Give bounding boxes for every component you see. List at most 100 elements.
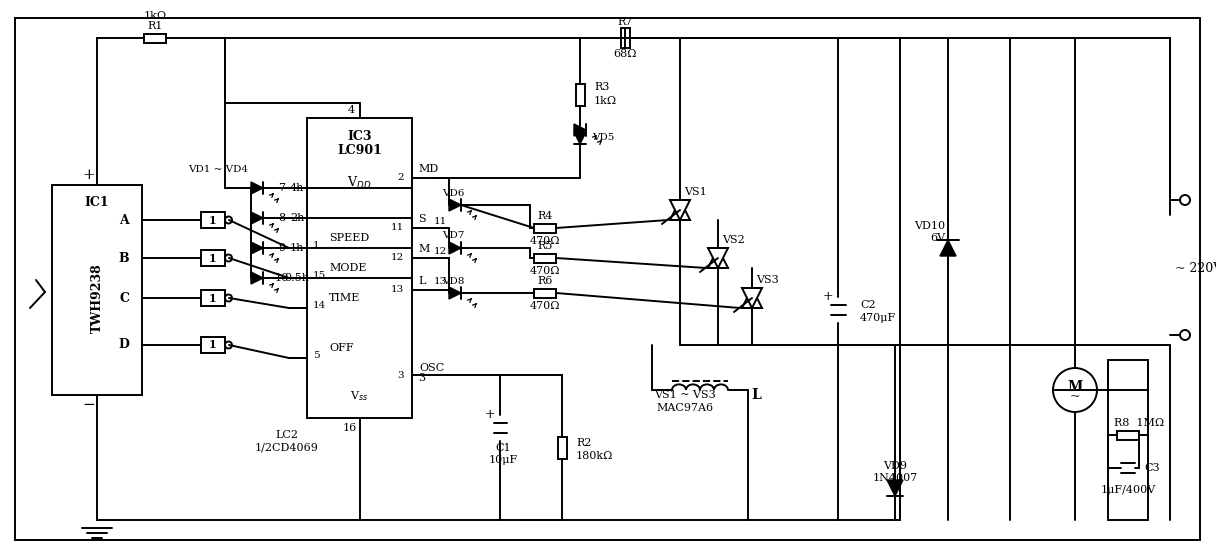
Polygon shape — [742, 288, 762, 308]
Polygon shape — [250, 212, 263, 224]
Text: R5: R5 — [537, 241, 553, 251]
Text: 5: 5 — [313, 351, 320, 361]
Text: 11: 11 — [390, 224, 404, 233]
Text: 13: 13 — [390, 285, 404, 295]
Text: R3: R3 — [593, 82, 609, 92]
Bar — [534, 224, 556, 233]
Text: 470Ω: 470Ω — [530, 266, 561, 276]
Polygon shape — [449, 199, 461, 211]
Text: C2: C2 — [860, 300, 876, 310]
Text: 10: 10 — [275, 273, 289, 283]
Text: VS2: VS2 — [721, 235, 744, 245]
Bar — [575, 84, 585, 106]
Polygon shape — [708, 248, 728, 268]
Text: 1: 1 — [209, 214, 216, 225]
Polygon shape — [250, 182, 263, 194]
Text: C3: C3 — [1144, 463, 1160, 473]
Bar — [620, 28, 630, 48]
Text: IC1: IC1 — [85, 196, 109, 209]
Polygon shape — [670, 200, 689, 220]
Text: L: L — [751, 388, 761, 402]
Text: R2: R2 — [576, 438, 591, 448]
Text: 1: 1 — [313, 241, 320, 250]
Polygon shape — [250, 242, 263, 254]
Text: 2: 2 — [398, 174, 404, 183]
Bar — [201, 212, 225, 228]
Text: 1: 1 — [209, 253, 216, 264]
Text: −: − — [83, 398, 95, 412]
Text: 11: 11 — [434, 218, 447, 226]
Text: 16: 16 — [343, 423, 356, 433]
Bar — [201, 337, 225, 353]
Text: LC901: LC901 — [337, 144, 382, 157]
Text: 470Ω: 470Ω — [530, 301, 561, 311]
Text: MD: MD — [418, 164, 438, 174]
Text: 7: 7 — [278, 183, 286, 193]
Text: R4: R4 — [537, 211, 553, 221]
Bar — [534, 289, 556, 297]
Text: V$_{DD}$: V$_{DD}$ — [348, 175, 372, 191]
Text: TIME: TIME — [330, 293, 360, 303]
Bar — [201, 290, 225, 306]
Text: 1h: 1h — [289, 243, 304, 253]
Polygon shape — [574, 124, 586, 136]
Text: 10μF: 10μF — [489, 455, 518, 465]
Text: OFF: OFF — [330, 343, 354, 353]
Text: 4: 4 — [348, 105, 355, 115]
Text: MODE: MODE — [330, 263, 366, 273]
Polygon shape — [449, 242, 461, 254]
Text: 12: 12 — [434, 248, 447, 256]
Text: LC2: LC2 — [276, 430, 298, 440]
Text: 1N4007: 1N4007 — [872, 473, 918, 483]
Text: V$_{ss}$: V$_{ss}$ — [350, 389, 368, 403]
Text: VD1 ~ VD4: VD1 ~ VD4 — [188, 165, 248, 174]
Text: 1: 1 — [209, 292, 216, 304]
Polygon shape — [742, 288, 762, 308]
Text: ~: ~ — [1070, 391, 1080, 403]
Text: 3: 3 — [398, 371, 404, 380]
Polygon shape — [574, 132, 586, 144]
Text: A: A — [119, 214, 129, 226]
Text: D: D — [119, 339, 129, 351]
Bar — [52, 185, 142, 395]
Text: 15: 15 — [313, 271, 326, 280]
Text: 9: 9 — [278, 243, 286, 253]
Bar — [143, 33, 167, 43]
Text: R6: R6 — [537, 276, 553, 286]
Text: 1kΩ: 1kΩ — [593, 96, 618, 106]
Text: 1/2CD4069: 1/2CD4069 — [255, 443, 319, 453]
Text: C1: C1 — [495, 443, 511, 453]
Text: 8: 8 — [278, 213, 286, 223]
Text: S: S — [418, 214, 426, 224]
Polygon shape — [886, 480, 903, 496]
Text: 470Ω: 470Ω — [530, 236, 561, 246]
Bar — [201, 250, 225, 266]
Text: TWH9238: TWH9238 — [90, 263, 103, 333]
Text: VD7: VD7 — [441, 231, 465, 240]
Text: 1: 1 — [209, 340, 216, 351]
Text: M: M — [1068, 380, 1082, 394]
Bar — [1118, 431, 1139, 440]
Text: VD8: VD8 — [441, 276, 465, 285]
Text: 12: 12 — [390, 254, 404, 263]
Text: +: + — [83, 168, 95, 182]
Text: 470μF: 470μF — [860, 313, 896, 323]
Bar — [557, 437, 567, 459]
Text: 68Ω: 68Ω — [613, 49, 637, 59]
Text: VS3: VS3 — [755, 275, 778, 285]
Bar — [534, 254, 556, 263]
Text: M: M — [418, 244, 429, 254]
Text: VD9: VD9 — [883, 461, 907, 471]
Text: 2h: 2h — [289, 213, 304, 223]
Text: +: + — [485, 408, 495, 421]
Text: ~ 220V: ~ 220V — [1175, 261, 1216, 275]
Text: IC3: IC3 — [348, 129, 372, 143]
Text: 6V: 6V — [930, 233, 946, 243]
Polygon shape — [250, 272, 263, 284]
Bar — [306, 118, 412, 418]
Polygon shape — [670, 200, 689, 220]
Text: VS1 ~ VS3: VS1 ~ VS3 — [654, 390, 716, 400]
Text: 0.5h: 0.5h — [285, 273, 310, 283]
Text: L: L — [418, 276, 426, 286]
Text: SPEED: SPEED — [330, 233, 370, 243]
